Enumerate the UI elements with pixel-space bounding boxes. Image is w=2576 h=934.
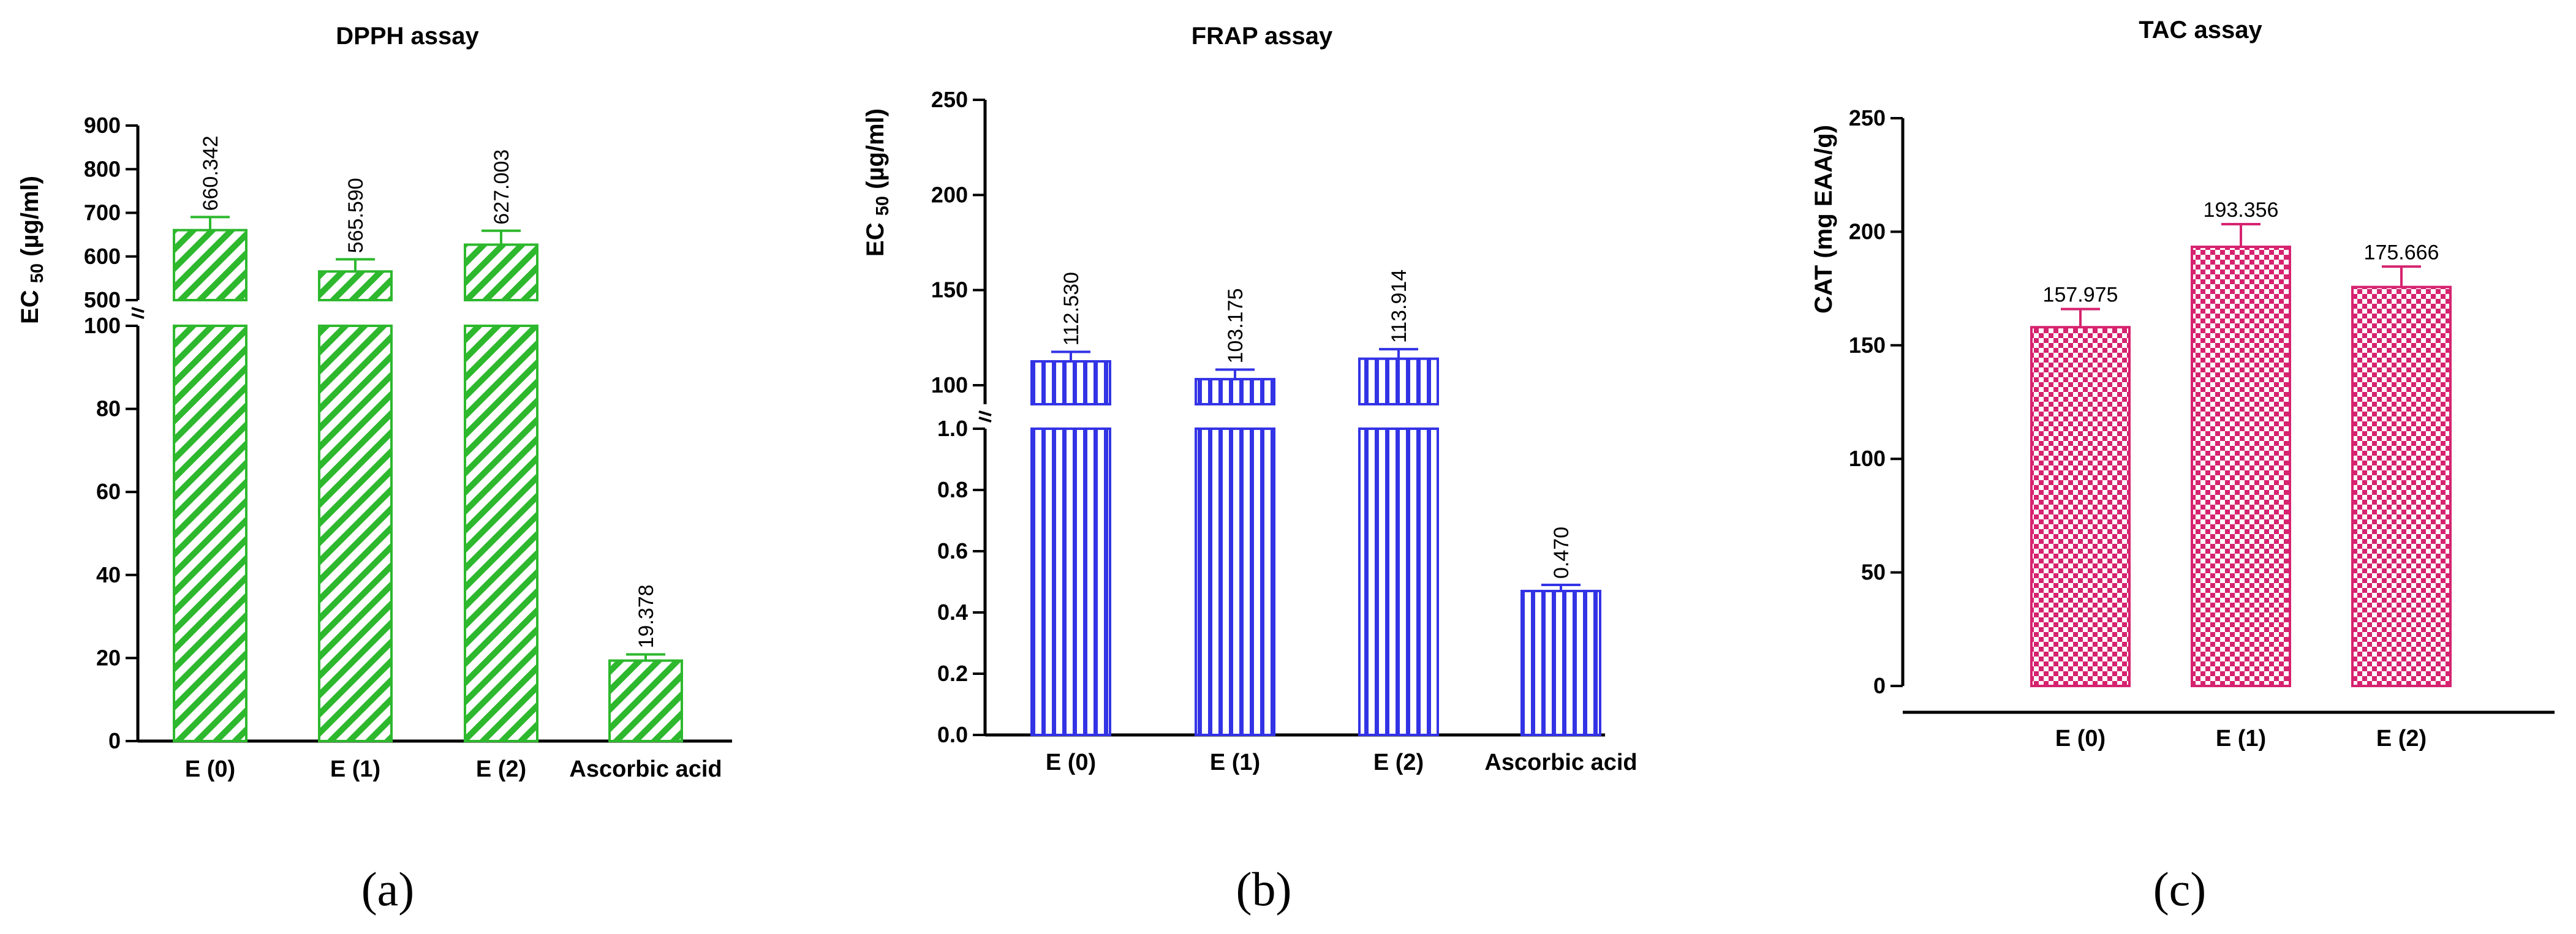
y-tick-label: 0.6 — [937, 538, 968, 563]
y-tick-label: 40 — [96, 562, 121, 587]
y-axis-label: EC 50 (µg/ml) — [862, 108, 893, 257]
y-tick-label: 0 — [108, 728, 121, 753]
bar — [2191, 246, 2291, 687]
x-tick-label: E (2) — [476, 756, 526, 782]
bar — [1358, 427, 1439, 736]
bar — [173, 325, 247, 742]
bar — [1195, 427, 1275, 736]
y-tick-label: 600 — [84, 244, 121, 269]
bar — [318, 325, 393, 742]
bar-upper-segment — [1195, 378, 1275, 405]
x-tick-label: E (0) — [1046, 750, 1096, 775]
axis-break-mark — [131, 313, 145, 319]
x-tick-label: E (2) — [1373, 750, 1424, 775]
y-tick-label: 100 — [84, 313, 121, 338]
panel-label: (b) — [1236, 862, 1292, 916]
bar — [2351, 285, 2452, 687]
x-tick-label: E (0) — [2055, 726, 2106, 751]
data-label: 627.003 — [490, 149, 513, 225]
panel-a-dpph: DPPH assay EC 50 (µg/ml) 0 20 40 60 80 100500… — [17, 23, 732, 916]
chart-title: TAC assay — [2139, 17, 2262, 43]
x-tick-label: E (1) — [2216, 726, 2266, 751]
y-tick-label: 500 — [84, 287, 121, 312]
data-label: 157.975 — [2043, 284, 2118, 307]
data-label: 565.590 — [344, 178, 368, 253]
axis-break-mark — [131, 307, 145, 313]
panel-b-frap: FRAP assay EC 50 (µg/ml) 0.0 0.2 0.4 0.6 0.8… — [862, 23, 1637, 916]
data-label: 175.666 — [2364, 241, 2439, 264]
y-tick-label: 50 — [1861, 560, 1886, 585]
data-label: 660.342 — [199, 135, 222, 211]
bar-upper-segment — [1358, 357, 1439, 406]
data-label: 0.470 — [1550, 527, 1573, 579]
bar — [608, 659, 683, 743]
bar — [464, 325, 538, 742]
x-tick-label: E (1) — [1210, 750, 1260, 775]
y-tick-label: 80 — [96, 396, 121, 421]
chart-title: DPPH assay — [336, 23, 479, 50]
y-tick-label: 250 — [1849, 105, 1886, 130]
y-tick-label: 100 — [931, 372, 968, 397]
bar-upper-segment — [318, 270, 393, 301]
y-tick-label: 60 — [96, 479, 121, 504]
plot-area: 0 50 100 150 200 250 157.975 E (0) 193.356 E (1) 1… — [1849, 105, 2555, 751]
y-axis-label: EC 50 (µg/ml) — [17, 176, 47, 324]
x-tick-label: E (2) — [2376, 726, 2427, 751]
bar — [1030, 427, 1111, 736]
panel-c-tac: TAC assay CAT (mg EAA/g) 0 50 100 150 200 250… — [1810, 17, 2555, 916]
y-tick-label: 100 — [1849, 446, 1886, 471]
data-label: 19.378 — [635, 584, 658, 648]
y-tick-label: 0.4 — [937, 600, 968, 625]
data-label: 193.356 — [2204, 198, 2279, 222]
chart-title: FRAP assay — [1192, 23, 1333, 50]
data-label: 113.914 — [1388, 269, 1411, 343]
y-tick-label: 200 — [931, 182, 968, 207]
y-tick-label: 0.8 — [937, 477, 968, 502]
data-label: 103.175 — [1224, 288, 1247, 364]
bar-upper-segment — [1030, 360, 1111, 405]
y-tick-label: 900 — [84, 113, 121, 138]
y-tick-label: 800 — [84, 156, 121, 181]
panel-label: (a) — [361, 862, 415, 916]
bar-upper-segment — [464, 243, 538, 302]
axis-break-mark — [978, 416, 992, 423]
bar — [1520, 590, 1601, 736]
bar — [2030, 326, 2131, 687]
plot-area: 0.0 0.2 0.4 0.6 0.8 1.0 100 150 200 250 112.530 E (… — [931, 87, 1637, 775]
y-tick-label: 150 — [1849, 333, 1886, 358]
panel-label: (c) — [2153, 862, 2207, 916]
axis-break-mark — [978, 410, 992, 416]
y-axis-label: CAT (mg EAA/g) — [1810, 125, 1837, 314]
x-tick-label: E (0) — [185, 756, 235, 782]
y-tick-label: 250 — [931, 87, 968, 112]
y-tick-label: 1.0 — [937, 416, 968, 441]
data-label: 112.530 — [1060, 272, 1083, 345]
y-tick-label: 0 — [1873, 673, 1886, 698]
y-tick-label: 200 — [1849, 219, 1886, 244]
x-tick-label: E (1) — [330, 756, 380, 782]
y-tick-label: 700 — [84, 200, 121, 225]
bar-upper-segment — [173, 228, 247, 301]
y-tick-label: 0.2 — [937, 661, 968, 686]
x-tick-label: Ascorbic acid — [569, 756, 722, 782]
y-tick-label: 20 — [96, 645, 121, 670]
x-tick-label: Ascorbic acid — [1484, 750, 1637, 775]
y-tick-label: 150 — [931, 277, 968, 303]
y-tick-label: 0.0 — [937, 722, 968, 747]
